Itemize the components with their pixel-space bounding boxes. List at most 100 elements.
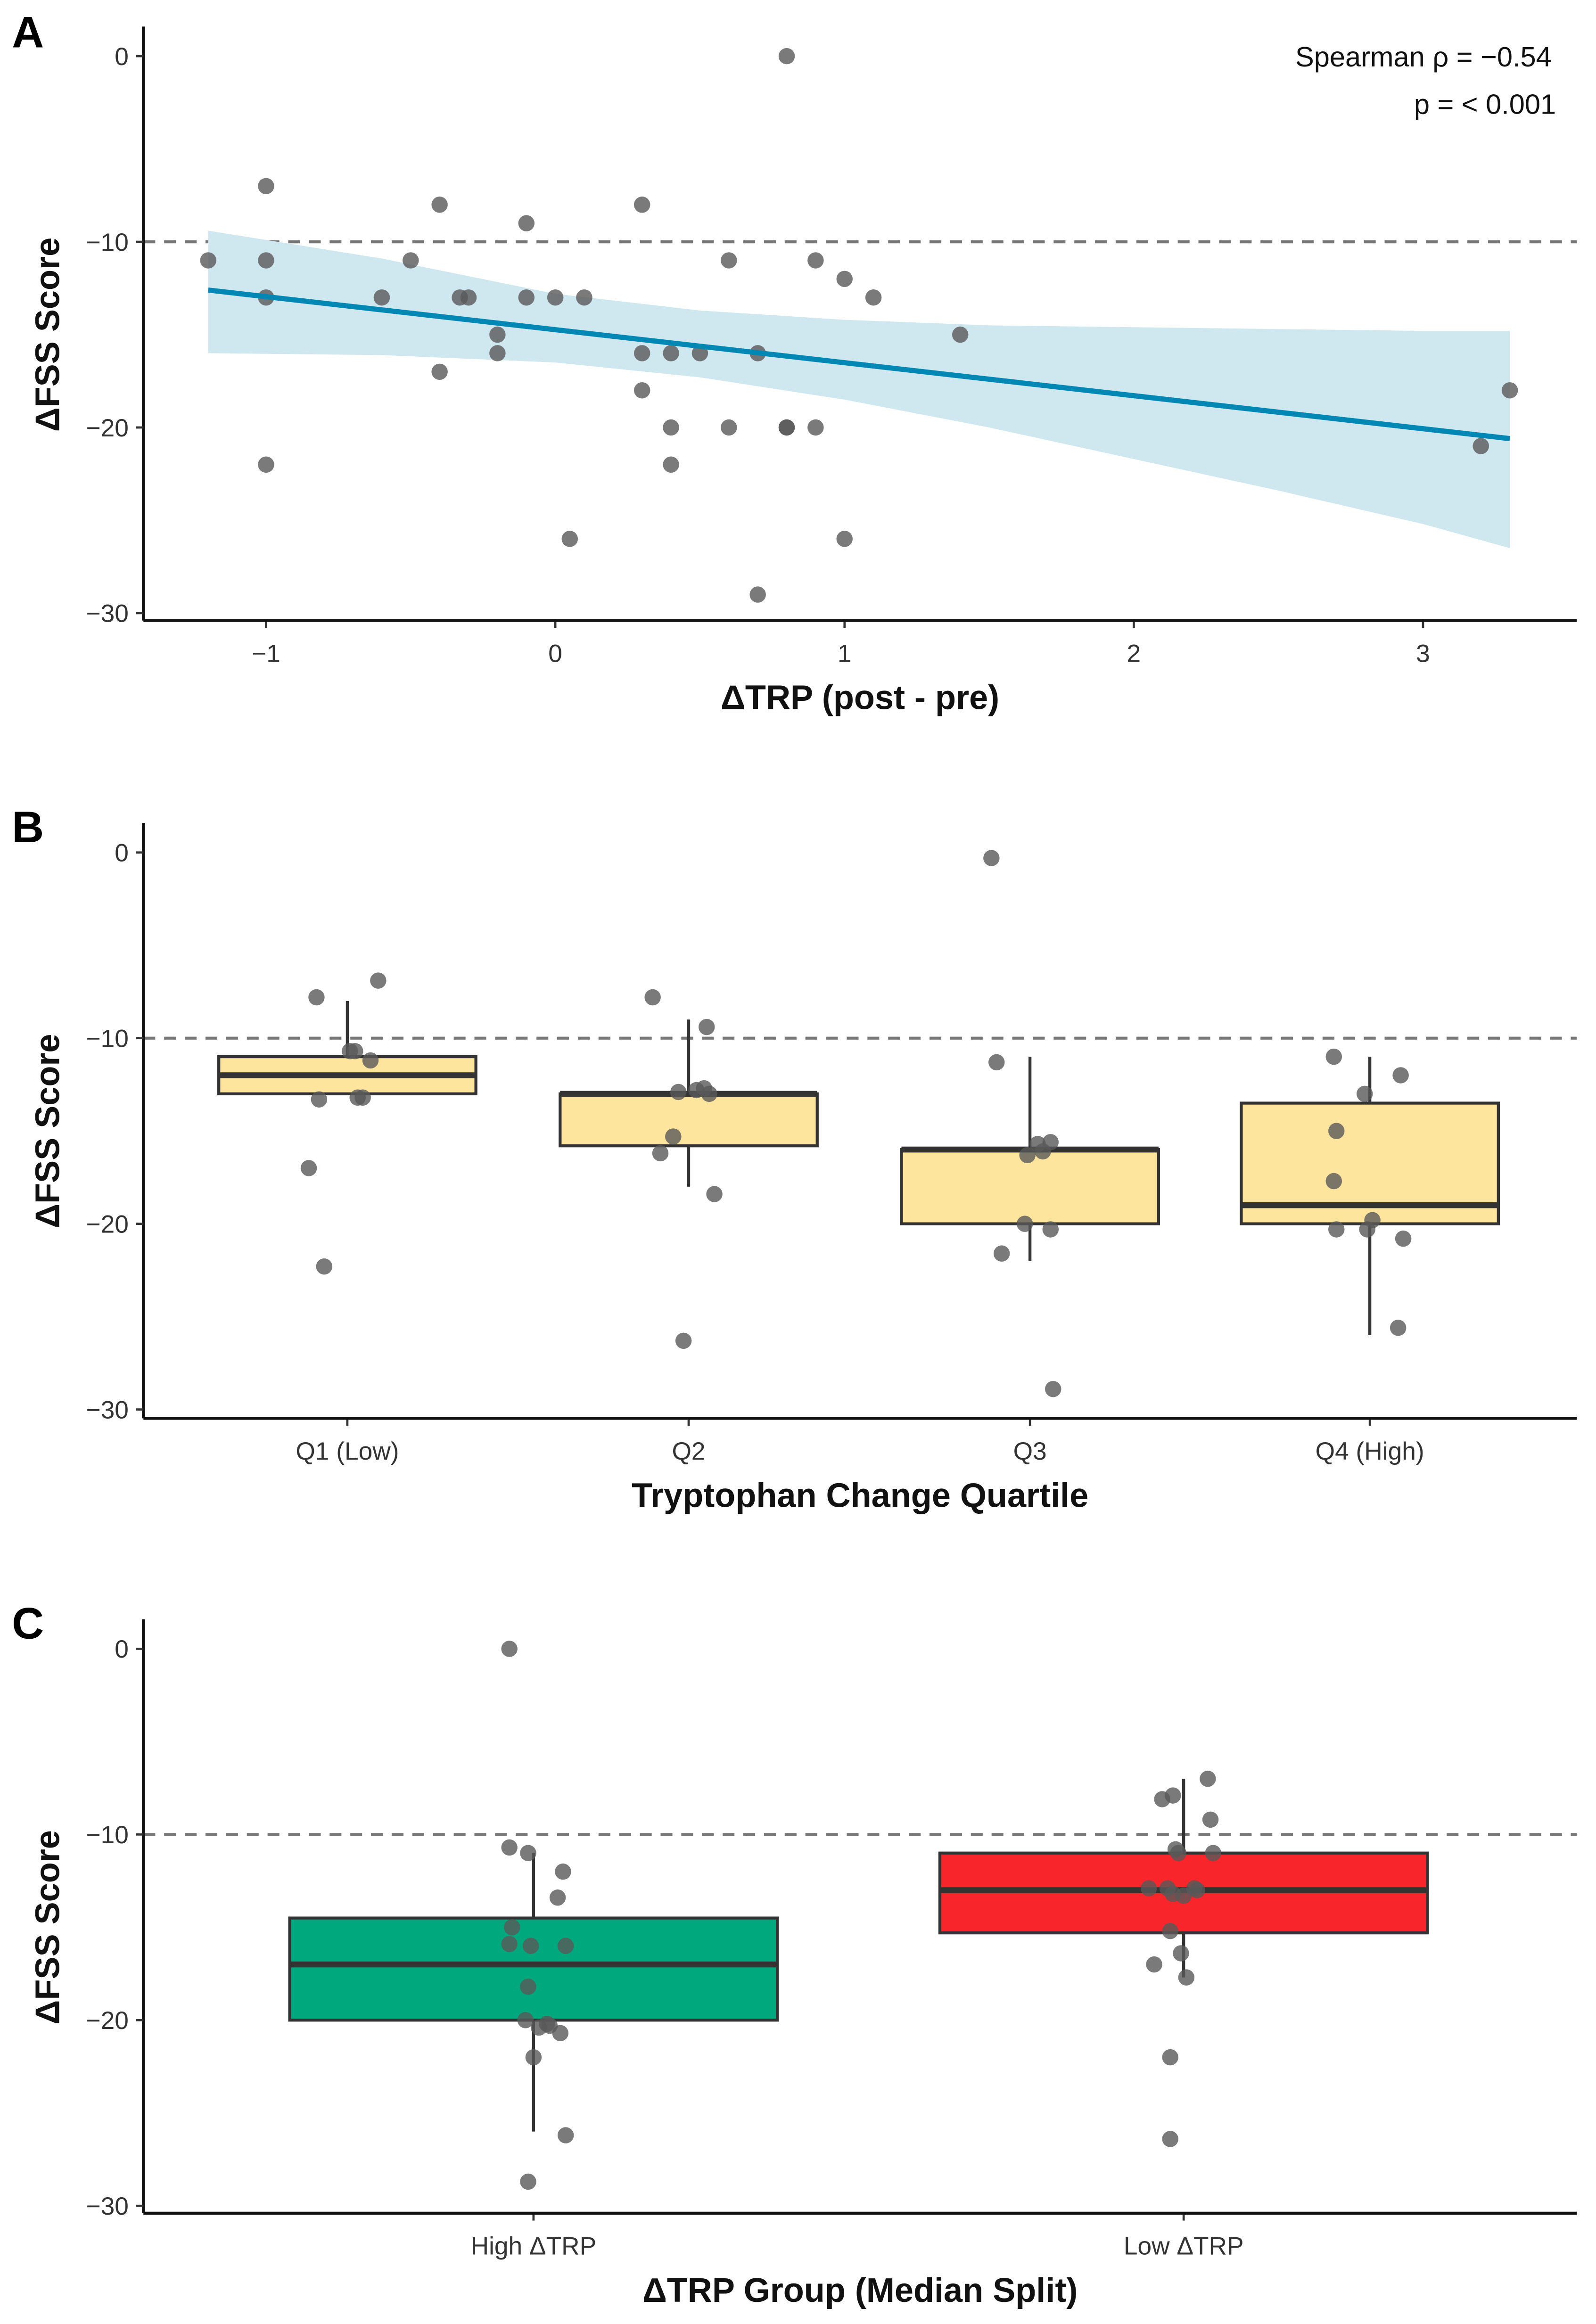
x-tick-label: 0 — [548, 640, 562, 667]
data-point — [1178, 1969, 1195, 1986]
data-point — [665, 1128, 682, 1145]
data-point — [1200, 1770, 1216, 1787]
data-point — [552, 2025, 569, 2042]
y-axis-title: ΔFSS Score — [29, 1830, 67, 2024]
data-point — [1162, 1922, 1178, 1939]
data-point — [311, 1091, 328, 1108]
data-point — [354, 1089, 371, 1106]
panel-label: C — [12, 1598, 44, 1648]
data-point — [1017, 1215, 1033, 1232]
data-point — [547, 289, 564, 306]
x-tick-label: Q4 (High) — [1316, 1437, 1424, 1465]
panel-label: B — [12, 802, 44, 852]
data-point — [993, 1245, 1010, 1262]
y-tick-label: −20 — [86, 2007, 129, 2035]
data-point — [549, 1889, 566, 1906]
data-point — [489, 345, 506, 361]
data-point — [555, 1863, 571, 1880]
y-tick-label: 0 — [115, 1635, 129, 1663]
panel-label: A — [12, 7, 44, 57]
x-axis-title: Tryptophan Change Quartile — [632, 1477, 1088, 1514]
data-point — [518, 289, 535, 306]
y-tick-label: −10 — [86, 1821, 129, 1849]
data-point — [749, 586, 766, 603]
y-axis-title: ΔFSS Score — [29, 1034, 67, 1228]
data-point — [403, 252, 419, 269]
data-point — [1205, 1845, 1222, 1861]
data-point — [988, 1054, 1005, 1071]
data-point — [1325, 1048, 1342, 1065]
y-tick-label: −10 — [86, 229, 129, 256]
data-point — [316, 1258, 333, 1275]
x-tick-label: Low ΔTRP — [1124, 2233, 1244, 2260]
box — [559, 1092, 819, 1148]
x-tick-label: 2 — [1127, 640, 1141, 667]
data-point — [865, 289, 882, 306]
data-point — [807, 252, 824, 269]
data-point — [557, 2127, 574, 2143]
data-point — [258, 252, 274, 269]
x-axis-title: ΔTRP (post - pre) — [721, 679, 999, 717]
data-point — [1154, 1791, 1170, 1807]
data-point — [652, 1145, 669, 1162]
data-point — [663, 345, 679, 361]
data-point — [721, 419, 737, 436]
data-point — [663, 456, 679, 473]
data-point — [501, 1641, 518, 1657]
data-point — [1395, 1230, 1412, 1247]
data-point — [431, 197, 448, 213]
data-point — [1173, 1945, 1189, 1962]
data-point — [1390, 1320, 1407, 1336]
data-point — [633, 197, 650, 213]
data-point — [520, 1845, 536, 1861]
data-point — [1202, 1811, 1219, 1828]
data-point — [522, 1938, 539, 1954]
data-point — [517, 2012, 534, 2028]
data-point — [778, 48, 795, 65]
x-tick-label: Q2 — [672, 1437, 705, 1465]
data-point — [1019, 1147, 1036, 1164]
data-point — [525, 2049, 542, 2066]
data-point — [1045, 1381, 1061, 1397]
data-point — [698, 1018, 715, 1035]
data-point — [501, 1839, 518, 1856]
data-point — [200, 252, 216, 269]
data-point — [983, 850, 1000, 866]
panel-c: C High ΔTRP Low ΔTRP 0 −10 −20 −30 ΔFSS Score ΔT… — [12, 1598, 1577, 2309]
data-point — [1162, 2049, 1178, 2066]
y-tick-label: −30 — [86, 2193, 129, 2220]
y-tick-label: 0 — [115, 43, 129, 71]
data-point — [1392, 1067, 1409, 1084]
data-point — [501, 1936, 518, 1953]
data-point — [460, 289, 477, 306]
y-tick-label: −30 — [86, 600, 129, 628]
y-tick-label: −20 — [86, 1210, 129, 1238]
data-point — [952, 326, 969, 343]
confidence-band — [208, 230, 1510, 549]
y-axis-title: ΔFSS Score — [29, 238, 67, 432]
data-point — [370, 972, 387, 989]
data-point — [1501, 382, 1518, 399]
data-point — [778, 419, 795, 436]
data-point — [1042, 1221, 1059, 1238]
data-point — [1325, 1173, 1342, 1190]
data-point — [561, 531, 578, 547]
data-point — [347, 1043, 363, 1059]
data-point — [300, 1160, 317, 1176]
data-point — [1359, 1221, 1375, 1238]
data-point — [1328, 1221, 1345, 1238]
y-tick-label: 0 — [115, 839, 129, 867]
panel-b: B Q1 (Low) Q2 Q3 Q4 (High) 0 −10 −20 −30 ΔFSS Sco… — [12, 802, 1577, 1514]
data-point — [1146, 1956, 1162, 1973]
data-point — [576, 289, 592, 306]
data-point — [1170, 1845, 1187, 1861]
data-point — [431, 363, 448, 380]
data-point — [1473, 438, 1489, 454]
data-point — [1162, 2131, 1178, 2147]
data-point — [807, 419, 824, 436]
data-point — [633, 345, 650, 361]
data-point — [670, 1084, 687, 1100]
data-point — [1035, 1143, 1051, 1160]
